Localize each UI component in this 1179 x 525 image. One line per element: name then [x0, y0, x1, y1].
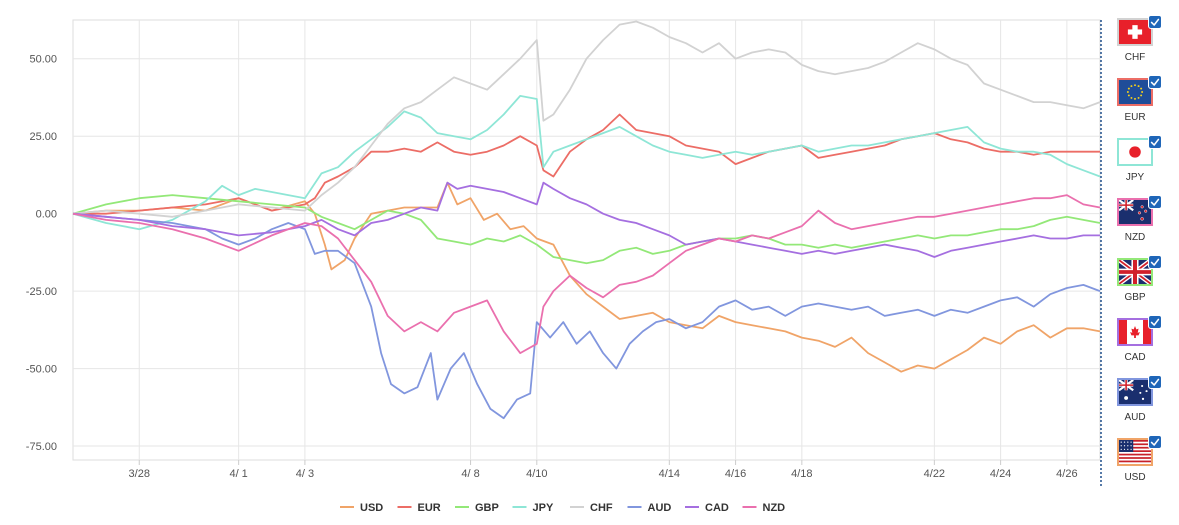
legend-item-usd[interactable]: USD: [340, 502, 383, 514]
currency-label: CAD: [1124, 352, 1146, 363]
series-line-eur: [73, 113, 1100, 215]
legend-item-jpy[interactable]: JPY: [512, 502, 554, 514]
usa-flag-icon: [1117, 438, 1153, 466]
grid: [73, 20, 1100, 460]
x-tick-label: 4/14: [659, 468, 680, 480]
currency-toggle-aud[interactable]: AUD: [1111, 375, 1165, 427]
checkbox-checked-icon[interactable]: [1148, 15, 1162, 29]
currency-toggle-jpy[interactable]: JPY: [1111, 135, 1165, 187]
y-axis: 50.00 25.00 0.00 -25.00 -50.00 -75.00: [26, 54, 57, 453]
y-tick-label: 25.00: [29, 131, 57, 143]
x-tick-label: 3/28: [129, 468, 150, 480]
legend-label: CHF: [590, 502, 613, 514]
checkbox-checked-icon[interactable]: [1148, 75, 1162, 89]
australia-flag-icon: [1117, 378, 1153, 406]
x-tick-label: 4/ 3: [296, 468, 314, 480]
legend-label: AUD: [648, 502, 672, 514]
series-line-gbp: [72, 194, 1101, 265]
y-tick-label: -75.00: [26, 441, 57, 453]
legend-label: EUR: [418, 502, 441, 514]
checkbox-checked-icon[interactable]: [1148, 135, 1162, 149]
series-line-cad: [72, 181, 1100, 258]
japan-flag-icon: [1117, 138, 1153, 166]
legend-item-eur[interactable]: EUR: [397, 502, 441, 514]
uk-flag-icon: [1117, 258, 1153, 286]
legend-item-aud[interactable]: AUD: [627, 502, 672, 514]
currency-toggle-gbp[interactable]: GBP: [1111, 255, 1165, 307]
legend-item-cad[interactable]: CAD: [685, 502, 729, 514]
x-tick-label: 4/26: [1056, 468, 1077, 480]
legend-item-gbp[interactable]: GBP: [455, 502, 499, 514]
legend-label: NZD: [763, 502, 786, 514]
x-tick-label: 4/16: [725, 468, 746, 480]
legend-label: JPY: [533, 502, 554, 514]
canada-flag-icon: [1117, 318, 1153, 346]
new-zealand-flag-icon: [1117, 198, 1153, 226]
legend-item-nzd[interactable]: NZD: [742, 502, 786, 514]
x-tick-label: 4/10: [526, 468, 547, 480]
series-line-chf: [72, 20, 1101, 218]
series-line-aud: [72, 212, 1101, 420]
currency-label: GBP: [1124, 292, 1146, 303]
x-tick-label: 4/ 1: [229, 468, 247, 480]
currency-toggle-panel: CHF EUR JPY NZD GBP CAD AUD USD: [1103, 15, 1173, 495]
currency-toggle-nzd[interactable]: NZD: [1111, 195, 1165, 247]
currency-label: CHF: [1124, 52, 1146, 63]
checkbox-checked-icon[interactable]: [1148, 375, 1162, 389]
currency-label: USD: [1124, 472, 1146, 483]
eu-flag-icon: [1117, 78, 1153, 106]
currency-toggle-usd[interactable]: USD: [1111, 435, 1165, 487]
legend-label: GBP: [475, 502, 499, 514]
currency-toggle-chf[interactable]: CHF: [1111, 15, 1165, 67]
currency-label: JPY: [1125, 172, 1145, 183]
x-tick-label: 4/18: [791, 468, 812, 480]
series-line-jpy: [72, 95, 1101, 231]
series-lines: [72, 20, 1101, 420]
checkbox-checked-icon[interactable]: [1148, 435, 1162, 449]
legend-label: USD: [360, 502, 383, 514]
legend-item-chf[interactable]: CHF: [570, 502, 613, 514]
x-tick-label: 4/ 8: [461, 468, 479, 480]
currency-label: NZD: [1124, 232, 1146, 243]
currency-toggle-eur[interactable]: EUR: [1111, 75, 1165, 127]
x-tick-label: 4/24: [990, 468, 1011, 480]
y-tick-label: 0.00: [36, 209, 57, 221]
checkbox-checked-icon[interactable]: [1148, 195, 1162, 209]
checkbox-checked-icon[interactable]: [1148, 255, 1162, 269]
legend: USD EUR GBP JPY CHF AUD CAD NZD: [340, 502, 785, 514]
currency-toggle-cad[interactable]: CAD: [1111, 315, 1165, 367]
y-tick-label: 50.00: [29, 54, 57, 66]
y-tick-label: -25.00: [26, 286, 57, 298]
currency-label: AUD: [1124, 412, 1146, 423]
currency-label: EUR: [1124, 112, 1146, 123]
switzerland-flag-icon: [1117, 18, 1153, 46]
x-tick-label: 4/22: [924, 468, 945, 480]
plot-area: [72, 19, 1101, 461]
series-line-usd: [72, 181, 1101, 373]
series-line-nzd: [72, 194, 1101, 354]
y-tick-label: -50.00: [26, 364, 57, 376]
checkbox-checked-icon[interactable]: [1148, 315, 1162, 329]
x-axis: 3/28 4/ 1 4/ 3 4/ 8 4/10 4/14 4/16 4/18 4/22 4/24…: [129, 460, 1078, 480]
legend-label: CAD: [705, 502, 729, 514]
